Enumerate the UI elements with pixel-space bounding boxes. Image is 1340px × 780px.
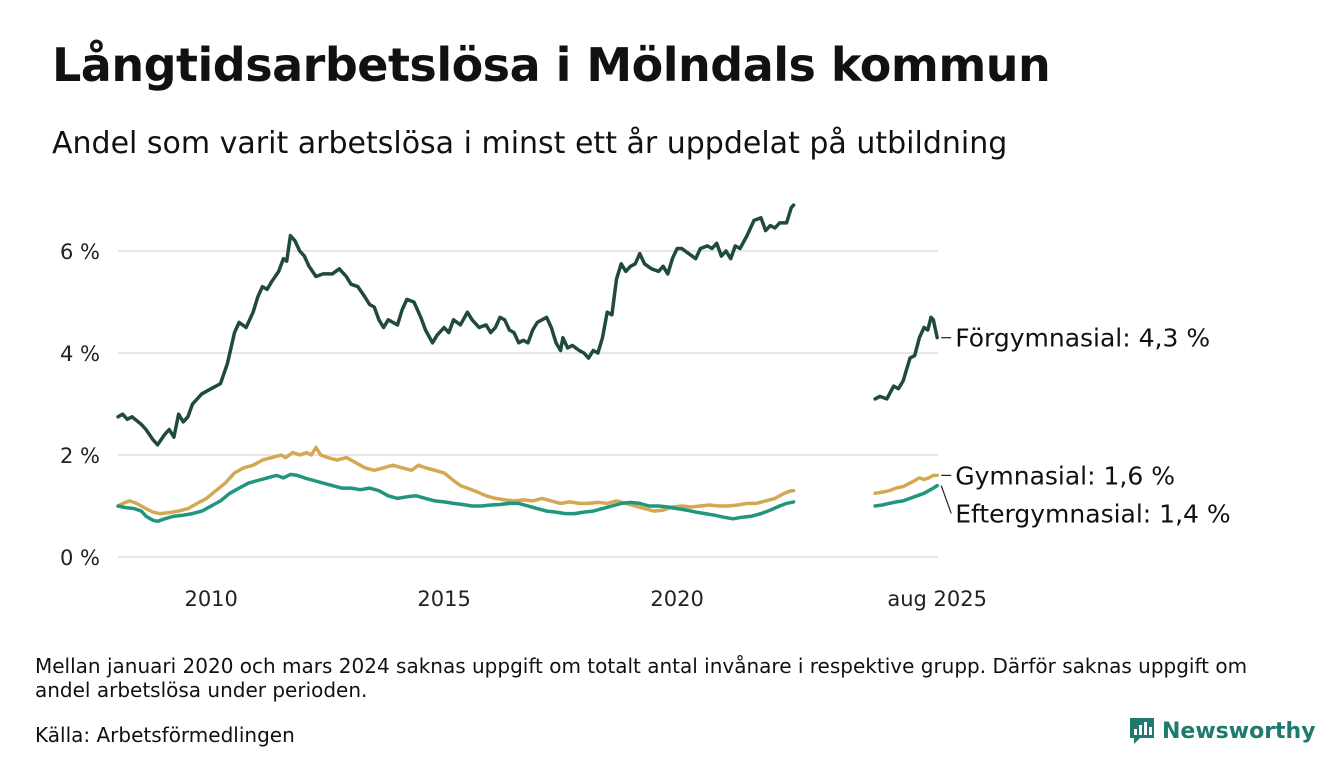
source-text: Källa: Arbetsförmedlingen	[35, 723, 295, 747]
line-chart: 0 % 2 % 4 % 6 % 2010 2015 2020 aug 2025 Förgym…	[60, 203, 1231, 611]
series-end-labels: Förgymnasial: 4,3 % Gymnasial: 1,6 % Efter…	[940, 324, 1231, 528]
series-end-label: Förgymnasial: 4,3 %	[955, 324, 1210, 353]
brand-name: Newsworthy	[1162, 718, 1316, 744]
footnote: Mellan januari 2020 och mars 2024 saknas…	[35, 654, 1248, 702]
x-axis-tick-labels: 2010 2015 2020 aug 2025	[184, 587, 987, 611]
brand-logo[interactable]: Newsworthy	[1128, 716, 1316, 746]
series-line	[873, 483, 939, 508]
x-tick-label: aug 2025	[887, 587, 987, 611]
series-line	[116, 203, 796, 447]
x-tick-label: 2020	[650, 587, 703, 611]
series-lines	[116, 203, 939, 524]
x-tick-label: 2010	[184, 587, 237, 611]
bar-chart-logo-icon	[1130, 718, 1154, 744]
series-line	[116, 445, 796, 516]
series-end-label: Eftergymnasial: 1,4 %	[955, 499, 1230, 528]
series-line	[116, 472, 796, 524]
label-leader-line	[940, 485, 952, 514]
grid-lines	[118, 250, 938, 558]
y-tick-label: 4 %	[60, 342, 100, 366]
page-title: Långtidsarbetslösa i Mölndals kommun	[52, 38, 1051, 92]
series-end-label: Gymnasial: 1,6 %	[955, 461, 1175, 490]
series-line	[873, 473, 939, 496]
y-axis-tick-labels: 0 % 2 % 4 % 6 %	[60, 240, 100, 570]
page-subtitle: Andel som varit arbetslösa i minst ett å…	[52, 126, 1008, 161]
x-tick-label: 2015	[417, 587, 470, 611]
y-tick-label: 6 %	[60, 240, 100, 264]
y-tick-label: 2 %	[60, 444, 100, 468]
y-tick-label: 0 %	[60, 546, 100, 570]
series-line	[873, 315, 939, 401]
